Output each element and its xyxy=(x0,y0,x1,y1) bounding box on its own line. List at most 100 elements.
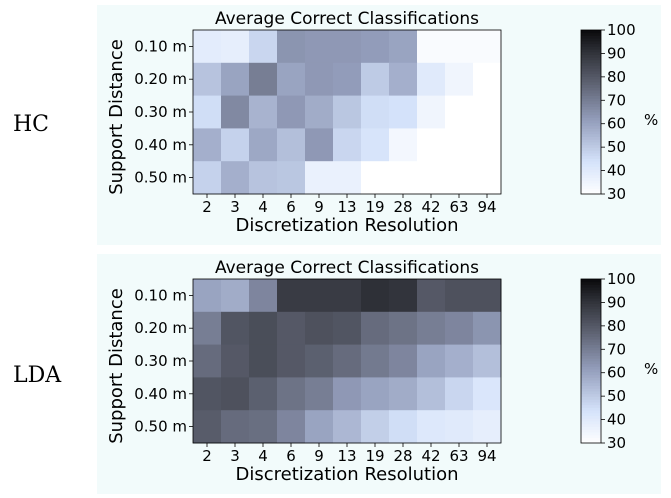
row-label-lda: LDA xyxy=(13,363,62,388)
chart0-cell-r0-c0 xyxy=(193,30,222,64)
chart0-cell-r3-c3 xyxy=(277,128,306,162)
chart0-colorbar-segment xyxy=(581,166,601,170)
chart1-cell-r3-c7 xyxy=(389,377,418,411)
chart0-cell-r2-c0 xyxy=(193,95,222,129)
chart1-colorbar-segment xyxy=(581,295,601,299)
chart0-cell-r0-c8 xyxy=(417,30,446,64)
chart0-cell-r0-c10 xyxy=(473,30,502,64)
chart1-cell-r2-c3 xyxy=(277,344,306,378)
chart0-x-tick-label: 28 xyxy=(393,198,412,216)
chart1-colorbar-segment xyxy=(581,347,601,351)
chart1-colorbar-segment xyxy=(581,322,601,326)
heatmap-chart-lda: Average Correct Classifications 2 3 4 6 9 13 19… xyxy=(106,258,658,485)
chart0-cell-r0-c3 xyxy=(277,30,306,64)
chart1-x-tick-label: 9 xyxy=(314,447,324,465)
chart0-x-tick-label: 2 xyxy=(202,198,212,216)
chart0-cell-r1-c9 xyxy=(445,62,474,96)
chart0-colorbar-segment xyxy=(581,161,601,165)
chart0-colorbar-segment xyxy=(581,101,601,105)
chart0-colorbar-segment xyxy=(581,51,601,55)
chart1-cell-r3-c6 xyxy=(361,377,390,411)
chart0-cell-r1-c1 xyxy=(221,62,250,96)
chart0-colorbar-tick-label: 60 xyxy=(607,115,626,133)
chart1-colorbar-segment xyxy=(581,418,601,422)
chart1-colorbar-segment xyxy=(581,341,601,345)
chart1-x-tick-label: 6 xyxy=(286,447,296,465)
chart0-colorbar-segment xyxy=(581,114,601,118)
chart1-cell-r3-c4 xyxy=(305,377,334,411)
chart1-cell-r4-c8 xyxy=(417,410,446,444)
chart0-cell-r3-c5 xyxy=(333,128,362,162)
chart1-colorbar-tick-label: 70 xyxy=(607,340,626,358)
chart1-y-axis-label: Support Distance xyxy=(106,288,127,444)
chart1-colorbar-unit: % xyxy=(644,360,658,378)
chart0-cell-r4-c7 xyxy=(389,161,418,195)
chart0-cell-r1-c0 xyxy=(193,62,222,96)
chart1-cell-r1-c7 xyxy=(389,311,418,345)
chart0-cell-r3-c0 xyxy=(193,128,222,162)
chart0-cell-r2-c1 xyxy=(221,95,250,129)
chart0-colorbar-segment xyxy=(581,131,601,135)
chart0-colorbar-segment xyxy=(581,57,601,61)
chart1-colorbar-segment xyxy=(581,404,601,408)
chart0-colorbar-segment xyxy=(581,177,601,181)
chart1-colorbar-segment xyxy=(581,374,601,378)
chart0-cell-r0-c6 xyxy=(361,30,390,64)
chart1-colorbar-segment xyxy=(581,279,601,283)
chart0-y-tick-label: 0.30 m xyxy=(134,103,187,121)
chart0-colorbar-segment xyxy=(581,191,601,195)
chart1-colorbar-segment xyxy=(581,380,601,384)
chart0-colorbar-segment xyxy=(581,38,601,42)
chart0-colorbar-segment xyxy=(581,98,601,102)
chart1-cell-r1-c9 xyxy=(445,311,474,345)
chart1-x-tick-label: 42 xyxy=(421,447,440,465)
chart0-colorbar-segment xyxy=(581,169,601,173)
chart1-cell-r3-c1 xyxy=(221,377,250,411)
chart1-cell-r4-c9 xyxy=(445,410,474,444)
chart0-cell-r0-c9 xyxy=(445,30,474,64)
chart0-cell-r4-c9 xyxy=(445,161,474,195)
chart1-colorbar-segment xyxy=(581,281,601,285)
chart1-y-tick-label: 0.20 m xyxy=(134,319,187,337)
chart0-cell-r1-c10 xyxy=(473,62,502,96)
chart0-cell-r4-c8 xyxy=(417,161,446,195)
chart-panel-hc: Average Correct Classifications 2 3 4 6 9 13 19… xyxy=(97,5,661,245)
chart0-colorbar-segment xyxy=(581,133,601,137)
chart0-cell-r2-c4 xyxy=(305,95,334,129)
chart0-cell-r4-c6 xyxy=(361,161,390,195)
chart1-colorbar-segment xyxy=(581,333,601,337)
chart1-colorbar-segment xyxy=(581,391,601,395)
chart0-colorbar-segment xyxy=(581,128,601,132)
chart0-x-tick-label: 4 xyxy=(258,198,268,216)
chart1-y-tick-label: 0.10 m xyxy=(134,286,187,304)
chart0-colorbar-segment xyxy=(581,49,601,53)
chart1-x-tick-label: 2 xyxy=(202,447,212,465)
chart0-cell-r4-c1 xyxy=(221,161,250,195)
chart1-colorbar-tick-label: 90 xyxy=(607,293,626,311)
chart0-colorbar-segment xyxy=(581,150,601,154)
chart0-cell-r0-c4 xyxy=(305,30,334,64)
chart1-colorbar-segment xyxy=(581,393,601,397)
chart1-colorbar-segment xyxy=(581,377,601,381)
chart0-cell-r4-c0 xyxy=(193,161,222,195)
chart1-colorbar-segment xyxy=(581,399,601,403)
chart1-colorbar-segment xyxy=(581,298,601,302)
chart0-colorbar-segment xyxy=(581,62,601,66)
chart1-colorbar-segment xyxy=(581,388,601,392)
chart1-x-tick-label: 3 xyxy=(230,447,240,465)
chart0-cell-r1-c8 xyxy=(417,62,446,96)
chart0-colorbar-segment xyxy=(581,40,601,45)
chart0-x-tick-label: 3 xyxy=(230,198,240,216)
chart1-colorbar-segment xyxy=(581,363,601,367)
chart1-cell-r0-c8 xyxy=(417,279,446,313)
chart0-cell-r0-c2 xyxy=(249,30,278,64)
chart0-cell-r4-c5 xyxy=(333,161,362,195)
chart0-colorbar-segment xyxy=(581,155,601,159)
chart0-colorbar-segment xyxy=(581,68,601,72)
chart0-colorbar-segment xyxy=(581,122,601,127)
chart1-cell-r0-c1 xyxy=(221,279,250,313)
chart0-colorbar-tick-label: 100 xyxy=(607,21,636,39)
chart0-cell-r4-c10 xyxy=(473,161,502,195)
chart0-cell-r0-c7 xyxy=(389,30,418,64)
chart1-colorbar-segment xyxy=(581,434,601,438)
